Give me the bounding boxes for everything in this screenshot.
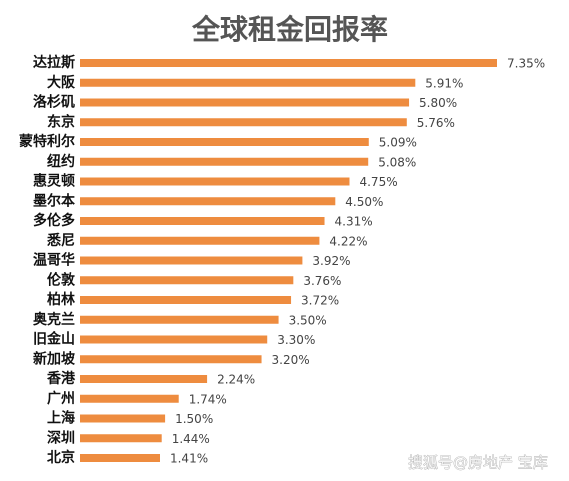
- value-label: 3.72%: [301, 294, 339, 308]
- value-label: 4.31%: [335, 215, 373, 229]
- category-label: 奥克兰: [33, 311, 75, 328]
- value-label: 5.80%: [419, 96, 457, 110]
- value-label: 4.50%: [345, 195, 383, 209]
- chart-title: 全球租金回报率: [191, 13, 388, 46]
- bar: [80, 394, 179, 403]
- value-label: 1.41%: [170, 452, 208, 466]
- category-label: 蒙特利尔: [19, 133, 75, 150]
- category-label: 伦敦: [47, 271, 76, 288]
- bar: [80, 59, 497, 67]
- value-label: 3.50%: [289, 313, 327, 327]
- bar: [80, 177, 350, 186]
- bar: [80, 197, 336, 206]
- category-label: 深圳: [47, 429, 75, 446]
- category-label: 北京: [47, 449, 75, 466]
- category-label: 新加坡: [33, 350, 76, 367]
- value-label: 3.92%: [312, 254, 350, 268]
- category-label: 洛杉矶: [33, 94, 75, 111]
- category-label: 纽约: [47, 153, 75, 170]
- category-label: 广州: [47, 390, 75, 407]
- bar: [80, 138, 369, 146]
- category-label: 上海: [47, 410, 75, 427]
- value-label: 4.75%: [359, 175, 397, 189]
- value-label: 4.22%: [329, 234, 367, 248]
- bar: [80, 98, 410, 107]
- bar: [80, 315, 279, 324]
- value-label: 5.91%: [425, 76, 463, 90]
- bar: [80, 296, 292, 304]
- value-label: 3.20%: [272, 353, 310, 367]
- value-label: 1.74%: [189, 392, 227, 406]
- bar: [80, 78, 416, 87]
- category-label: 大阪: [47, 74, 76, 91]
- category-label: 旧金山: [33, 331, 75, 348]
- category-label: 温哥华: [33, 252, 75, 269]
- value-label: 1.50%: [175, 412, 213, 426]
- value-label: 7.35%: [507, 57, 545, 71]
- bar: [80, 217, 325, 225]
- value-label: 5.09%: [379, 136, 417, 150]
- bar: [80, 375, 208, 383]
- value-label: 1.44%: [172, 432, 210, 446]
- category-label: 香港: [46, 370, 76, 387]
- category-label: 达拉斯: [33, 54, 75, 71]
- value-label: 3.76%: [303, 274, 341, 288]
- category-label: 柏林: [47, 291, 75, 308]
- bar: [80, 454, 160, 462]
- category-label: 悉尼: [46, 232, 75, 249]
- bar: [80, 355, 262, 364]
- bar: [80, 157, 369, 166]
- value-label: 5.08%: [378, 155, 416, 169]
- category-label: 惠灵顿: [33, 173, 75, 190]
- bar: [80, 434, 162, 443]
- category-label: 多伦多: [33, 212, 75, 229]
- bar: [80, 335, 268, 344]
- watermark: 搜狐号@房地产 宝库: [408, 454, 548, 472]
- bar: [80, 414, 166, 423]
- bar: [80, 118, 407, 127]
- bar: [80, 256, 303, 265]
- bar: [80, 276, 294, 285]
- bar: [80, 236, 320, 245]
- category-label: 墨尔本: [33, 192, 76, 209]
- category-label: 东京: [47, 113, 75, 130]
- value-label: 2.24%: [217, 373, 255, 387]
- value-label: 3.30%: [277, 333, 315, 347]
- value-label: 5.76%: [417, 116, 455, 130]
